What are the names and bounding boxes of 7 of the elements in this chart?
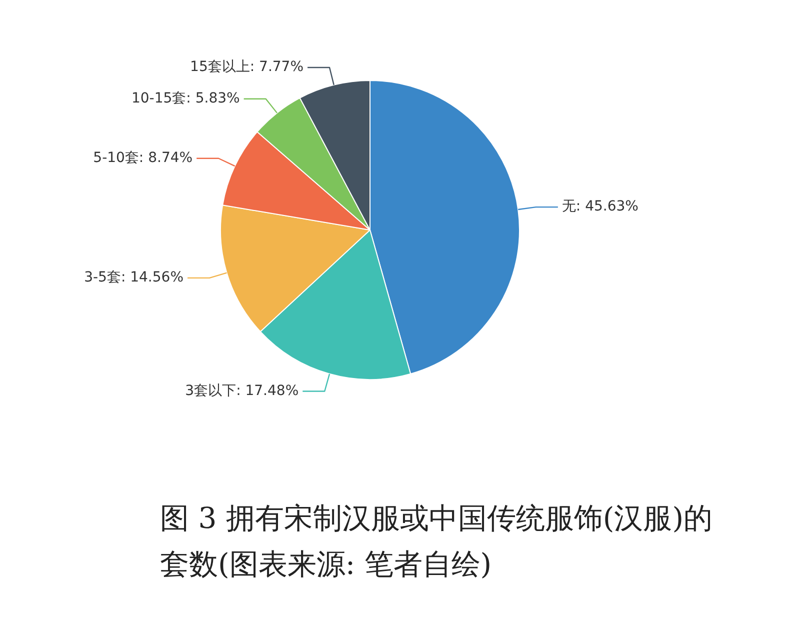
caption: 图 3 拥有宋制汉服或中国传统服饰(汉服)的套数(图表来源: 笔者自绘) (160, 500, 714, 583)
slice-label: 10-15套: 5.83% (131, 90, 240, 106)
slice-label: 15套以上: 7.77% (190, 59, 304, 76)
slice-label: 5-10套: 8.74% (93, 150, 193, 166)
slice-label: 3-5套: 14.56% (84, 270, 184, 286)
slice-label: 无: 45.63% (562, 198, 638, 215)
slice-label: 3套以下: 17.48% (185, 382, 299, 399)
